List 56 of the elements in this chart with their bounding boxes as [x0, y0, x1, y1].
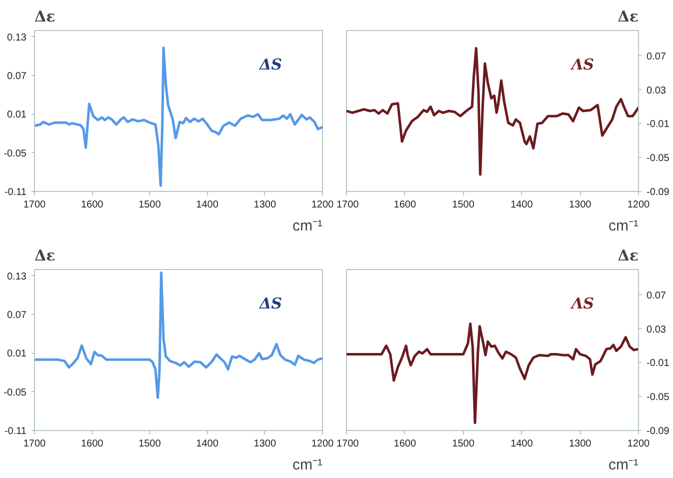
y-axis-title: Δε: [34, 8, 56, 26]
y2-axis-title: Δε: [618, 8, 639, 26]
x-tick-label: 1600: [80, 200, 104, 210]
y2-tick-label: -0.05: [646, 392, 670, 404]
y2-tick-label: -0.01: [646, 358, 670, 370]
x-axis-title: cm⁻¹: [608, 456, 639, 474]
y-axis-title: Δε: [34, 246, 56, 264]
y-tick-label: 0.07: [7, 310, 27, 322]
y-tick-label: -0.05: [4, 148, 27, 160]
y2-tick-label: -0.05: [646, 153, 670, 164]
x-tick-label: 1400: [510, 438, 534, 450]
x-tick-label: 1500: [138, 438, 162, 450]
y-tick-label: 0.01: [7, 348, 27, 360]
x-tick-label: 1300: [254, 200, 276, 210]
y2-tick-label: -0.09: [646, 187, 670, 198]
x-tick-label: 1700: [23, 438, 46, 450]
y-tick-label: -0.11: [4, 426, 27, 437]
x-tick-label: 1700: [336, 438, 360, 450]
x-axis-title: cm⁻¹: [608, 218, 639, 234]
y-tick-label: 0.07: [7, 71, 27, 82]
x-tick-label: 1400: [510, 200, 534, 210]
x-tick-label: 1600: [394, 200, 416, 210]
x-axis-title: cm⁻¹: [292, 456, 323, 474]
y-tick-label: 0.13: [7, 32, 27, 44]
x-tick-label: 1700: [23, 200, 46, 210]
x-tick-label: 1600: [394, 438, 416, 450]
x-tick-label: 1200: [627, 438, 650, 450]
x-tick-label: 1500: [452, 200, 475, 210]
x-tick-label: 1200: [627, 200, 650, 210]
y-tick-label: 0.01: [7, 110, 27, 121]
y2-tick-label: 0.07: [646, 51, 666, 62]
x-tick-label: 1200: [311, 438, 334, 450]
x-tick-label: 1300: [568, 438, 592, 450]
x-tick-label: 1400: [196, 200, 219, 210]
x-tick-label: 1600: [80, 438, 104, 450]
x-tick-label: 1500: [452, 438, 475, 450]
x-tick-label: 1400: [196, 438, 219, 450]
y-tick-label: -0.11: [4, 187, 27, 198]
y-tick-label: -0.05: [4, 387, 27, 398]
y-tick-label: 0.13: [7, 271, 27, 282]
y2-tick-label: 0.07: [646, 290, 666, 302]
x-tick-label: 1500: [138, 200, 162, 210]
x-tick-label: 1200: [311, 200, 334, 210]
annotation: ΛS: [570, 56, 594, 74]
y2-tick-label: 0.03: [646, 85, 666, 96]
y2-axis-title: Δε: [618, 246, 639, 264]
y2-tick-label: 0.03: [646, 324, 666, 336]
x-tick-label: 1300: [254, 438, 276, 450]
x-tick-label: 1700: [336, 200, 360, 210]
x-axis-title: cm⁻¹: [292, 218, 323, 234]
annotation: ΔS: [258, 294, 282, 312]
annotation: ΔS: [258, 56, 282, 74]
y2-tick-label: -0.09: [646, 426, 670, 437]
annotation: ΛS: [570, 294, 594, 312]
x-tick-label: 1300: [568, 200, 592, 210]
y2-tick-label: -0.01: [646, 119, 670, 130]
